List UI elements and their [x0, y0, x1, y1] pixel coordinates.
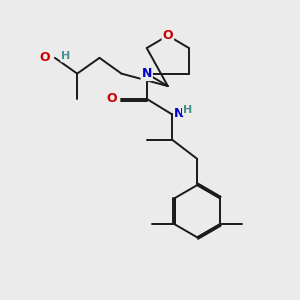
Text: O: O [106, 92, 117, 105]
Text: H: H [61, 51, 71, 62]
Text: N: N [174, 107, 185, 120]
Text: O: O [163, 29, 173, 42]
Text: O: O [39, 51, 50, 64]
Text: N: N [142, 67, 152, 80]
Text: H: H [183, 105, 192, 115]
